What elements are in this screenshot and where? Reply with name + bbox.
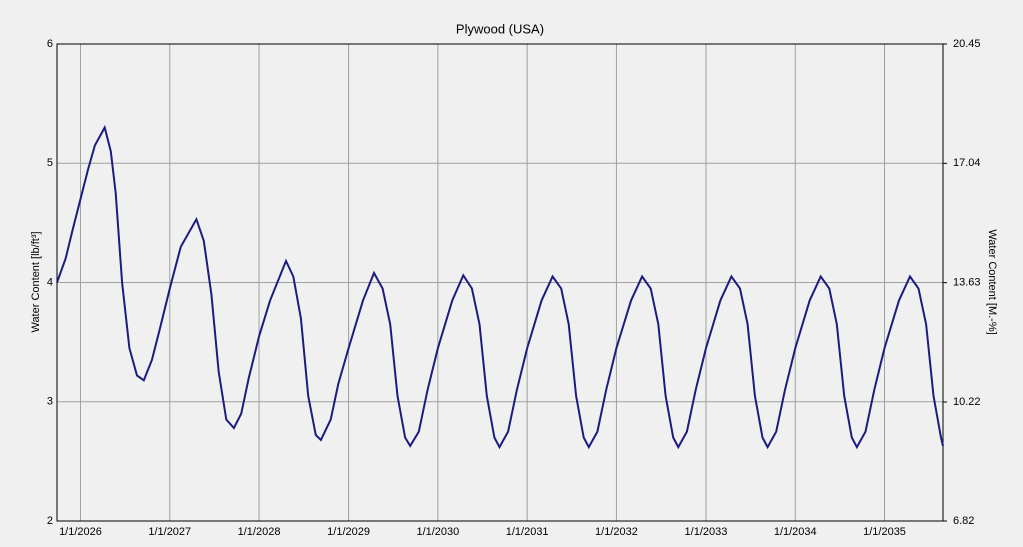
- y-axis-label: Water Content [lb/ft³]: [30, 231, 42, 332]
- data-line: [56, 124, 944, 450]
- x-tick-label: 1/1/2035: [863, 526, 906, 538]
- y2-tick-label: 13.63: [953, 277, 981, 289]
- y2-tick-label: 10.22: [953, 396, 981, 408]
- x-tick-label: 1/1/2029: [327, 526, 370, 538]
- y2-tick-label: 20.45: [953, 38, 981, 50]
- x-tick-label: 1/1/2027: [148, 526, 191, 538]
- y-tick-label: 2: [47, 515, 53, 527]
- y-tick-label: 3: [47, 396, 53, 408]
- y2-axis-label: Water Content [M.-%]: [986, 229, 998, 334]
- x-tick-label: 1/1/2031: [506, 526, 549, 538]
- x-tick-label: 1/1/2032: [595, 526, 638, 538]
- y-tick-label: 5: [47, 157, 53, 169]
- y-tick-label: 6: [47, 38, 53, 50]
- chart-title: Plywood (USA): [456, 21, 544, 36]
- y2-tick-label: 6.82: [953, 515, 974, 527]
- x-tick-label: 1/1/2028: [238, 526, 281, 538]
- x-tick-label: 1/1/2033: [685, 526, 728, 538]
- x-tick-label: 1/1/2030: [416, 526, 459, 538]
- y-tick-label: 4: [47, 276, 53, 288]
- x-tick-label: 1/1/2026: [59, 526, 102, 538]
- x-tick-label: 1/1/2034: [774, 526, 817, 538]
- y2-tick-label: 17.04: [953, 157, 981, 169]
